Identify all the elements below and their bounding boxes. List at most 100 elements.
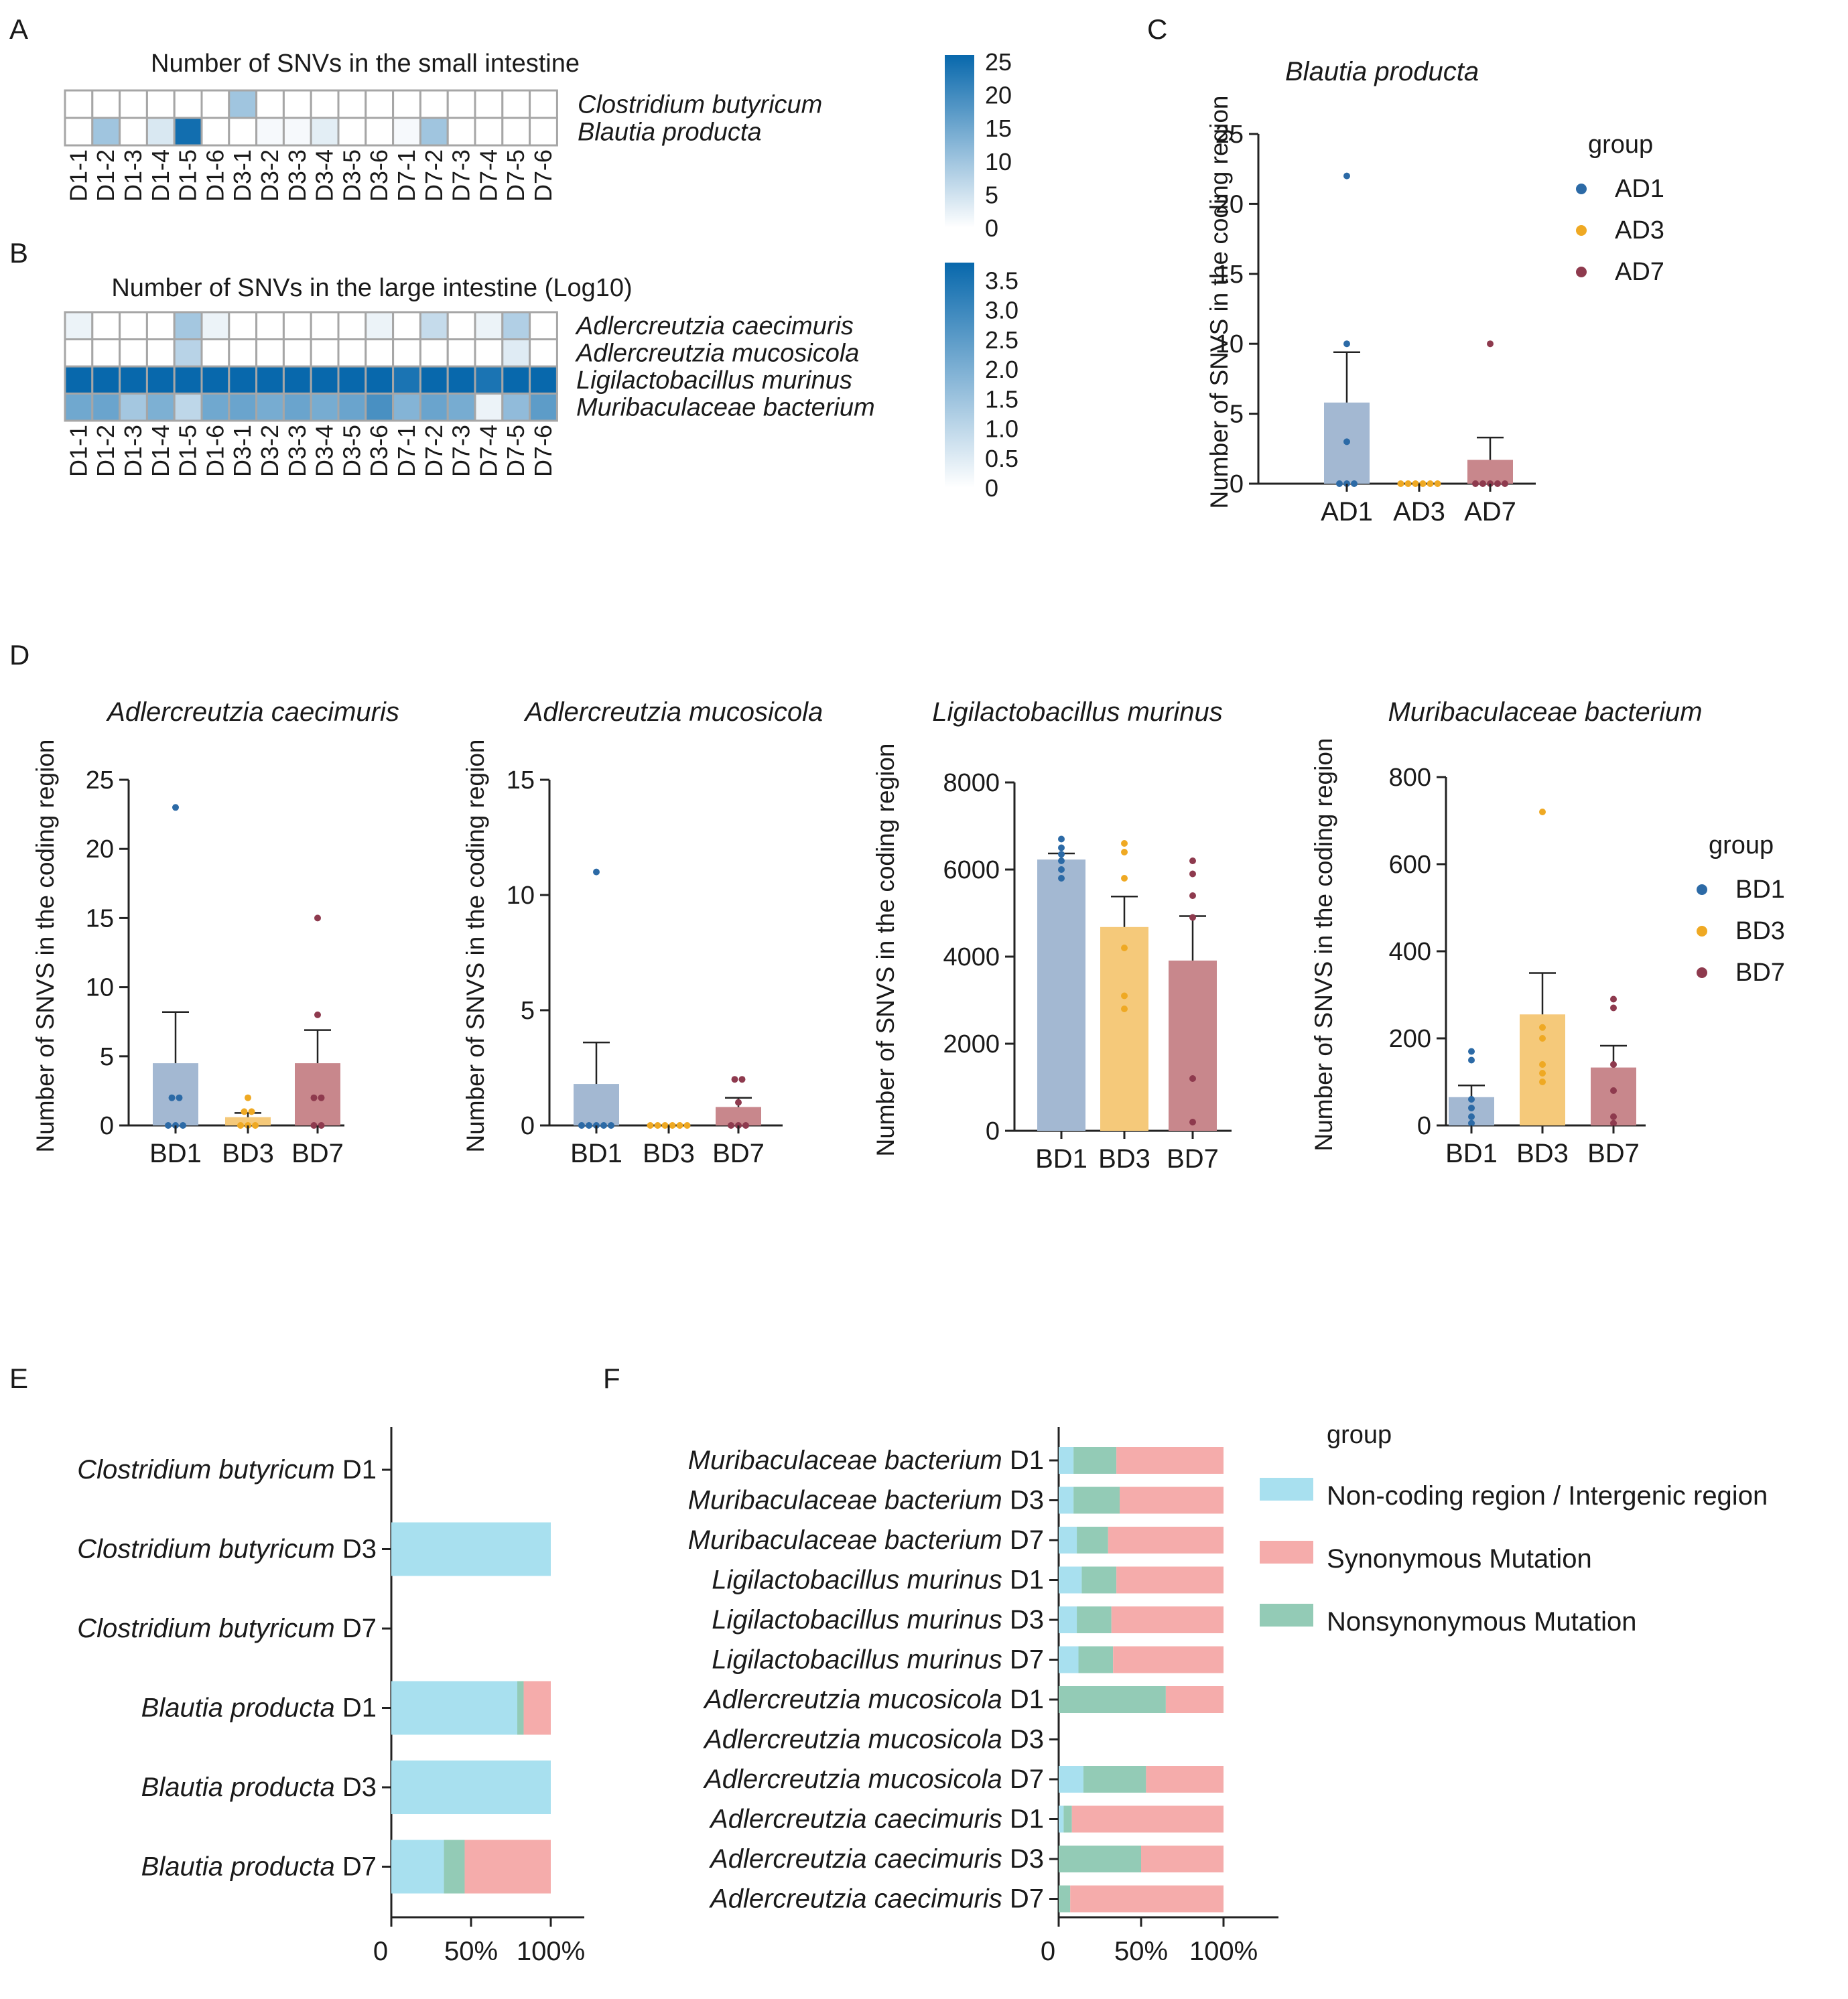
heatmap-cell xyxy=(200,89,230,119)
bar-chart-blautia-producta: Blautia producta Number of SNVS in the co… xyxy=(1205,57,1664,527)
day-label: D7 xyxy=(342,1852,377,1882)
stacked-bar-segment-nonsynonymous-mutation xyxy=(1059,1885,1071,1913)
stacked-bar-segment-non-coding-region-intergenic-region xyxy=(1059,1606,1077,1633)
stacked-bar-segment-nonsynonymous-mutation xyxy=(1078,1646,1114,1673)
x-tick-label: BD3 xyxy=(643,1139,695,1168)
y-axis-label: Number of SNVS in the coding region xyxy=(1310,738,1337,1151)
colorbar-tick-label: 25 xyxy=(985,48,1012,76)
heatmap-cell xyxy=(119,338,148,368)
data-point xyxy=(172,804,179,811)
heatmap-cell xyxy=(282,117,312,147)
y-tick-label: 8000 xyxy=(943,769,1000,797)
data-point xyxy=(1058,851,1065,858)
heatmap-cell xyxy=(282,338,312,368)
day-label: D3 xyxy=(1010,1844,1044,1874)
heatmap-cell xyxy=(173,117,203,147)
category-label: Blautia producta D3 xyxy=(141,1773,377,1802)
colorbar-tick-label: 1.0 xyxy=(985,415,1018,443)
heatmap-cell xyxy=(145,311,176,340)
heatmap-column-label: D7-3 xyxy=(448,149,475,202)
day-label: D7 xyxy=(1010,1645,1044,1675)
heatmap-cell xyxy=(446,117,476,147)
heatmap-cell xyxy=(419,338,449,368)
stacked-bar-segment-nonsynonymous-mutation xyxy=(1059,1686,1166,1713)
day-label: D3 xyxy=(342,1535,377,1564)
data-point xyxy=(1343,340,1350,348)
stacked-bar-segment-nonsynonymous-mutation xyxy=(1077,1606,1112,1633)
y-tick-label: 5 xyxy=(1230,401,1244,429)
heatmap-cell xyxy=(392,338,421,368)
heatmap-cell xyxy=(501,393,531,422)
data-point xyxy=(180,1122,186,1129)
y-tick-label: 10 xyxy=(507,882,535,910)
heatmap-row-label: Clostridium butyricum xyxy=(578,91,822,119)
x-tick-label: 50% xyxy=(444,1937,498,1966)
x-tick-label: BD1 xyxy=(149,1139,202,1168)
heatmap-cell xyxy=(119,393,148,422)
heatmap-cell xyxy=(173,311,203,340)
heatmap-cell xyxy=(64,393,94,422)
data-point xyxy=(168,1094,176,1101)
data-point xyxy=(669,1122,676,1129)
data-point xyxy=(1058,844,1065,851)
legend-label: AD7 xyxy=(1615,258,1664,286)
bar xyxy=(1467,460,1513,484)
heatmap-column-label: D1-1 xyxy=(64,425,92,477)
stacked-bar-segment-synonymous-mutation xyxy=(1116,1447,1224,1474)
day-label: D7 xyxy=(1010,1765,1044,1794)
colorbar-tick-label: 15 xyxy=(985,115,1012,142)
day-label: D7 xyxy=(1010,1525,1044,1555)
stacked-bar-segment-synonymous-mutation xyxy=(1165,1686,1224,1713)
day-label: D1 xyxy=(1010,1446,1044,1475)
heatmap-row-label: Adlercreutzia caecimuris xyxy=(575,312,854,340)
x-tick-label: AD7 xyxy=(1464,497,1516,527)
species-name: Ligilactobacillus murinus xyxy=(712,1605,1010,1635)
x-tick-label: BD1 xyxy=(1445,1139,1498,1168)
heatmap-column-label: D7-2 xyxy=(420,149,448,202)
species-name: Blautia producta xyxy=(141,1773,342,1802)
heatmap-column-label: D7-1 xyxy=(393,149,420,202)
stacked-bar-segment-nonsynonymous-mutation xyxy=(444,1840,465,1894)
data-point xyxy=(1610,1004,1617,1012)
data-point xyxy=(661,1122,669,1129)
heatmap-column-label: D1-5 xyxy=(174,425,202,477)
heatmap-cell xyxy=(365,393,395,422)
stacked-bar-segment-nonsynonymous-mutation xyxy=(1059,1846,1141,1872)
y-tick-label: 400 xyxy=(1389,938,1431,966)
data-point xyxy=(318,1122,325,1129)
heatmap-cell xyxy=(365,311,395,340)
data-point xyxy=(176,1094,183,1101)
data-point xyxy=(1419,480,1427,487)
heatmap-column-label: D1-4 xyxy=(147,149,174,202)
chart-title: Muribaculaceae bacterium xyxy=(1388,697,1702,727)
stacked-bar-segment-synonymous-mutation xyxy=(1141,1846,1224,1872)
legend-marker xyxy=(1576,267,1587,277)
y-tick-label: 600 xyxy=(1389,851,1431,879)
heatmap-a-title: Number of SNVs in the small intestine xyxy=(151,50,580,78)
data-point xyxy=(1610,1061,1617,1068)
data-point xyxy=(245,1094,251,1101)
category-label: Muribaculaceae bacterium D1 xyxy=(688,1446,1044,1475)
data-point xyxy=(1121,875,1128,882)
colorbar-tick-label: 2.5 xyxy=(985,326,1018,354)
y-tick-label: 0 xyxy=(1230,470,1244,498)
stacked-bar-segment-nonsynonymous-mutation xyxy=(1073,1487,1120,1514)
y-tick-label: 20 xyxy=(1215,190,1244,218)
data-point xyxy=(1468,1119,1475,1127)
day-label: D7 xyxy=(342,1614,377,1643)
heatmap-cell xyxy=(173,338,203,368)
heatmap-column-label: D7-3 xyxy=(448,425,475,477)
heatmap-cell xyxy=(474,89,504,119)
heatmap-cell xyxy=(474,117,504,147)
stacked-bar-segment-non-coding-region-intergenic-region xyxy=(1059,1646,1079,1673)
heatmap-cell xyxy=(91,117,121,147)
heatmap-colorbar xyxy=(945,263,974,488)
data-point xyxy=(1479,480,1486,487)
category-label: Muribaculaceae bacterium D7 xyxy=(688,1525,1044,1555)
stacked-bar-segment-nonsynonymous-mutation xyxy=(517,1681,524,1735)
data-point xyxy=(1427,480,1434,487)
heatmap-column-label: D3-5 xyxy=(338,149,365,202)
heatmap-cell xyxy=(310,89,340,119)
heatmap-cell xyxy=(200,365,230,395)
heatmap-cell xyxy=(365,365,395,395)
